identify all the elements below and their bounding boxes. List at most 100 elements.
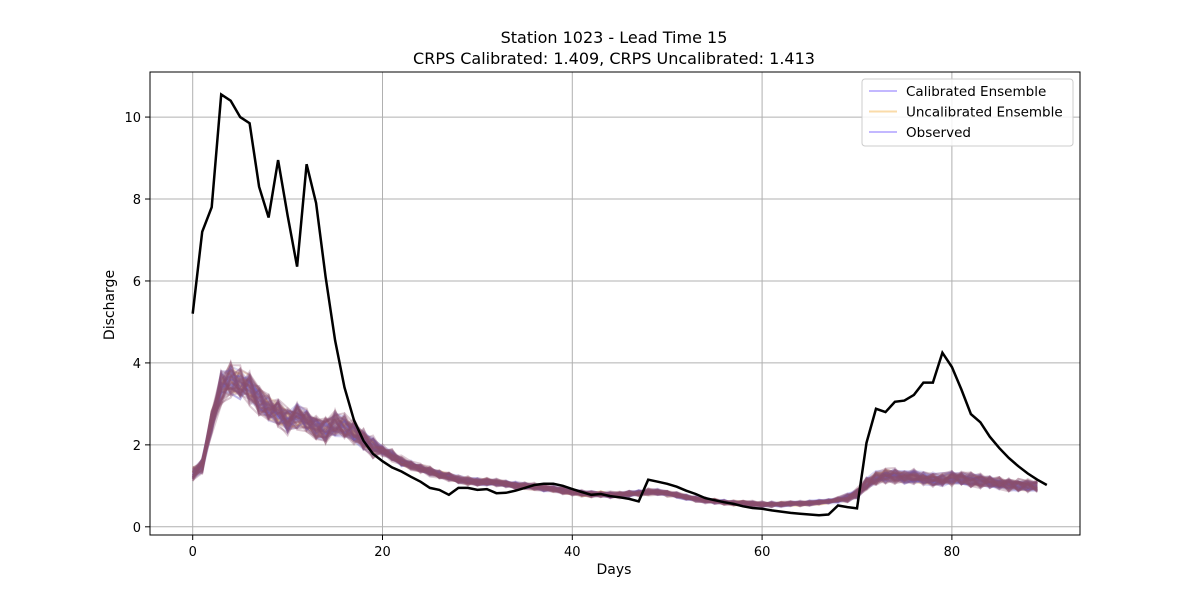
uncalibrated-ensemble-member [191, 371, 1038, 508]
uncalibrated-ensemble-member [192, 370, 1038, 507]
ensemble-overlap-member [191, 375, 1038, 507]
ensemble-overlap-member [191, 366, 1038, 508]
calibrated-ensemble-member [191, 371, 1038, 508]
uncalibrated-ensemble-member [192, 369, 1038, 507]
ensemble-overlap-member [192, 387, 1038, 508]
uncalibrated-ensemble-member [192, 378, 1038, 508]
ensemble-overlap-member [191, 378, 1038, 508]
calibrated-ensemble-member [192, 378, 1038, 507]
calibrated-ensemble-member [191, 372, 1038, 507]
x-tick-label: 20 [374, 545, 391, 560]
grid [150, 72, 1080, 535]
ensemble-overlap-member [192, 386, 1038, 509]
uncalibrated-ensemble-member [192, 377, 1038, 508]
ensemble-overlap-member [191, 380, 1038, 508]
chart-title: Station 1023 - Lead Time 15 [501, 28, 728, 47]
calibrated-ensemble-member [192, 381, 1038, 507]
uncalibrated-ensemble-member [191, 363, 1038, 507]
legend-label: Uncalibrated Ensemble [906, 105, 1063, 121]
ensemble-overlap-member [192, 387, 1038, 507]
ensemble-lines [191, 358, 1039, 509]
calibrated-ensemble-member [192, 374, 1038, 508]
uncalibrated-ensemble-member [192, 377, 1038, 507]
calibrated-ensemble-member [191, 369, 1038, 507]
uncalibrated-ensemble-member [192, 379, 1038, 507]
ensemble-overlap-member [191, 364, 1038, 507]
ensemble-overlap-member [191, 369, 1038, 507]
ensemble-overlap-member [191, 367, 1039, 508]
uncalibrated-ensemble-member [192, 369, 1038, 508]
uncalibrated-ensemble-member [192, 371, 1038, 507]
y-tick-label: 10 [124, 111, 141, 126]
ensemble-overlap-member [191, 360, 1038, 507]
ensemble-overlap-member [192, 381, 1038, 506]
axes: 0 20 40 60 80 0 2 4 6 8 10 [124, 71, 1081, 560]
observed-series [191, 92, 1048, 517]
ensemble-overlap-member [192, 366, 1039, 506]
uncalibrated-ensemble-member [191, 372, 1038, 506]
ensemble-overlap-member [192, 369, 1038, 508]
uncalibrated-ensemble-member [192, 372, 1038, 507]
ensemble-overlap-member [191, 369, 1038, 508]
uncalibrated-ensemble-member [192, 374, 1038, 507]
uncalibrated-ensemble-member [192, 376, 1038, 507]
y-tick-label: 8 [133, 193, 141, 208]
ensemble-overlap-member [192, 368, 1038, 507]
uncalibrated-ensemble-member [192, 368, 1038, 507]
calibrated-ensemble-member [192, 371, 1038, 506]
calibrated-ensemble-member [191, 363, 1038, 507]
calibrated-ensemble-member [191, 379, 1038, 508]
ensemble-overlap-member [192, 375, 1038, 508]
uncalibrated-ensemble-member [192, 379, 1038, 506]
uncalibrated-ensemble-member [192, 372, 1038, 508]
uncalibrated-ensemble-member [191, 378, 1039, 508]
calibrated-ensemble-member [192, 374, 1038, 506]
calibrated-ensemble-member [192, 365, 1038, 507]
calibrated-ensemble-member [191, 377, 1038, 507]
y-tick-label: 0 [133, 521, 141, 536]
calibrated-ensemble-member [192, 368, 1038, 508]
calibrated-ensemble-member [192, 371, 1038, 507]
uncalibrated-ensemble-member [191, 369, 1038, 507]
calibrated-ensemble-member [192, 374, 1038, 507]
ensemble-overlap-member [192, 360, 1038, 508]
ensemble-overlap-member [191, 387, 1038, 508]
observed-line [191, 92, 1048, 517]
ensemble-overlap-member [191, 373, 1038, 509]
calibrated-ensemble-member [192, 377, 1038, 508]
chart-subtitle: CRPS Calibrated: 1.409, CRPS Uncalibrate… [413, 49, 815, 68]
x-tick-label: 80 [944, 545, 961, 560]
ensemble-overlap-member [191, 387, 1038, 508]
uncalibrated-ensemble-member [191, 379, 1038, 507]
calibrated-ensemble-member [192, 364, 1038, 508]
uncalibrated-ensemble-member [191, 373, 1038, 508]
y-tick-label: 4 [133, 357, 141, 372]
uncalibrated-ensemble-member [192, 371, 1038, 507]
calibrated-ensemble-member [191, 379, 1038, 507]
ensemble-overlap-member [191, 374, 1038, 506]
calibrated-ensemble-member [192, 375, 1038, 507]
y-axis-label: Discharge [102, 270, 118, 340]
x-tick-label: 60 [754, 545, 771, 560]
y-tick-label: 2 [133, 439, 141, 454]
x-tick-label: 40 [564, 545, 581, 560]
x-axis-label: Days [597, 562, 632, 578]
legend: Calibrated Ensemble Uncalibrated Ensemble… [861, 78, 1074, 147]
uncalibrated-ensemble-member [192, 374, 1038, 507]
calibrated-ensemble-member [191, 381, 1038, 508]
uncalibrated-ensemble-member [192, 371, 1038, 508]
legend-box [861, 78, 1074, 147]
legend-label: Observed [906, 125, 971, 141]
ensemble-overlap-member [192, 379, 1038, 508]
calibrated-ensemble-member [191, 374, 1038, 509]
uncalibrated-ensemble-member [192, 375, 1038, 507]
uncalibrated-ensemble-member [192, 367, 1038, 507]
calibrated-ensemble-member [191, 367, 1038, 507]
ensemble-overlap-member [192, 371, 1038, 509]
legend-label: Calibrated Ensemble [906, 84, 1046, 100]
plot-frame [149, 71, 1081, 536]
y-tick-label: 6 [133, 275, 141, 290]
calibrated-ensemble-member [191, 371, 1038, 509]
x-tick-label: 0 [189, 545, 197, 560]
